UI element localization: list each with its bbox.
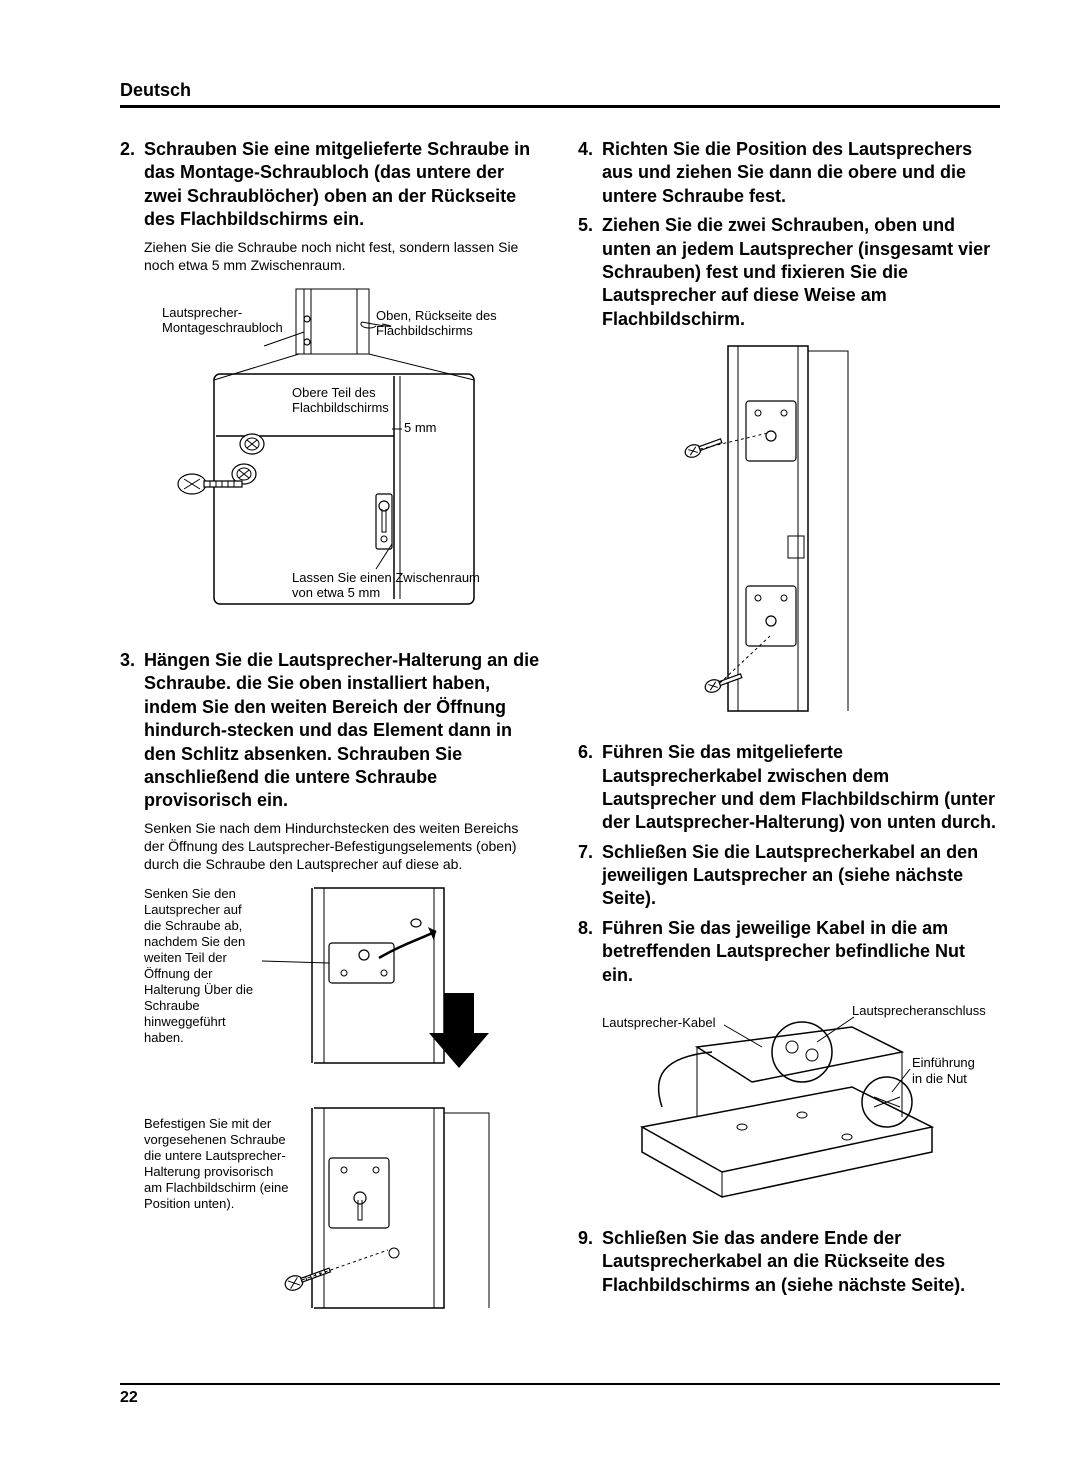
step-4-number: 4.: [578, 138, 602, 208]
language-header: Deutsch: [120, 80, 1000, 108]
step-8-number: 8.: [578, 917, 602, 987]
step-7-heading: 7. Schließen Sie die Lautsprecherkabel a…: [578, 841, 1000, 911]
figure-step-8: Lautsprecher-Kabel Lautsprecheranschluss…: [602, 997, 1000, 1207]
label-fix-3: die untere Lautsprecher-: [144, 1148, 286, 1163]
label-lower-3: die Schraube ab,: [144, 918, 242, 933]
step-3-text: Hängen Sie die Lautsprecher-Halterung an…: [144, 649, 542, 813]
figure-step-2: Lautsprecher- Montageschraubloch Oben, R…: [144, 284, 542, 629]
label-lower-8: Schraube: [144, 998, 200, 1013]
step-6-text: Führen Sie das mitgelieferte Lautspreche…: [602, 741, 1000, 835]
label-fix-4: Halterung provisorisch: [144, 1164, 273, 1179]
label-upper-part-2: Flachbildschirms: [292, 400, 389, 415]
label-5mm: 5 mm: [404, 420, 437, 435]
step-5-heading: 5. Ziehen Sie die zwei Schrauben, oben u…: [578, 214, 1000, 331]
label-lower-6: Öffnung der: [144, 966, 213, 981]
step-3-heading: 3. Hängen Sie die Lautsprecher-Halterung…: [120, 649, 542, 813]
right-column: 4. Richten Sie die Position des Lautspre…: [578, 138, 1000, 1343]
label-fix-5: am Flachbildschirm (eine: [144, 1180, 289, 1195]
label-lower-7: Halterung Über die: [144, 982, 253, 997]
step-9-number: 9.: [578, 1227, 602, 1297]
step-7-number: 7.: [578, 841, 602, 911]
label-lower-5: weiten Teil der: [144, 950, 228, 965]
label-top-back-1: Oben, Rückseite des: [376, 308, 497, 323]
label-groove-1: Einführung: [912, 1055, 975, 1070]
two-column-layout: 2. Schrauben Sie eine mitgelieferte Schr…: [120, 138, 1000, 1343]
label-lower-10: haben.: [144, 1030, 184, 1045]
label-mounting-hole-1: Lautsprecher-: [162, 305, 242, 320]
step-8-text: Führen Sie das jeweilige Kabel in die am…: [602, 917, 1000, 987]
step-2-text: Schrauben Sie eine mitgelieferte Schraub…: [144, 138, 542, 232]
label-groove-2: in die Nut: [912, 1071, 967, 1086]
step-2-heading: 2. Schrauben Sie eine mitgelieferte Schr…: [120, 138, 542, 232]
label-lower-9: hinweggeführt: [144, 1014, 226, 1029]
label-upper-part-1: Obere Teil des: [292, 385, 376, 400]
step-4-text: Richten Sie die Position des Lautspreche…: [602, 138, 1000, 208]
page-number: 22: [120, 1389, 138, 1406]
label-gap-1: Lassen Sie einen Zwischenraum: [292, 570, 480, 585]
step-7-text: Schließen Sie die Lautsprecherkabel an d…: [602, 841, 1000, 911]
label-fix-1: Befestigen Sie mit der: [144, 1116, 272, 1131]
step-9-text: Schließen Sie das andere Ende der Lautsp…: [602, 1227, 1000, 1297]
label-fix-6: Position unten).: [144, 1196, 234, 1211]
label-fix-2: vorgesehenen Schraube: [144, 1132, 286, 1147]
label-lower-2: Lautsprecher auf: [144, 902, 242, 917]
label-speaker-terminal: Lautsprecheranschluss: [852, 1003, 986, 1018]
footer: 22: [120, 1383, 1000, 1407]
step-6-number: 6.: [578, 741, 602, 835]
figure-step-5: [638, 341, 1000, 721]
step-4-heading: 4. Richten Sie die Position des Lautspre…: [578, 138, 1000, 208]
step-5-number: 5.: [578, 214, 602, 331]
step-6-heading: 6. Führen Sie das mitgelieferte Lautspre…: [578, 741, 1000, 835]
step-5-text: Ziehen Sie die zwei Schrauben, oben und …: [602, 214, 1000, 331]
step-8-heading: 8. Führen Sie das jeweilige Kabel in die…: [578, 917, 1000, 987]
label-top-back-2: Flachbildschirms: [376, 323, 473, 338]
step-2-subtext: Ziehen Sie die Schraube noch nicht fest,…: [144, 238, 542, 274]
step-3-number: 3.: [120, 649, 144, 813]
label-speaker-cable: Lautsprecher-Kabel: [602, 1015, 716, 1030]
step-9-heading: 9. Schließen Sie das andere Ende der Lau…: [578, 1227, 1000, 1297]
step-2-number: 2.: [120, 138, 144, 232]
label-lower-1: Senken Sie den: [144, 886, 236, 901]
step-3-subtext: Senken Sie nach dem Hindurchstecken des …: [144, 819, 542, 874]
figure-step-3: Senken Sie den Lautsprecher auf die Schr…: [144, 883, 542, 1323]
label-mounting-hole-2: Montageschraubloch: [162, 320, 283, 335]
label-gap-2: von etwa 5 mm: [292, 585, 380, 600]
left-column: 2. Schrauben Sie eine mitgelieferte Schr…: [120, 138, 542, 1343]
label-lower-4: nachdem Sie den: [144, 934, 245, 949]
